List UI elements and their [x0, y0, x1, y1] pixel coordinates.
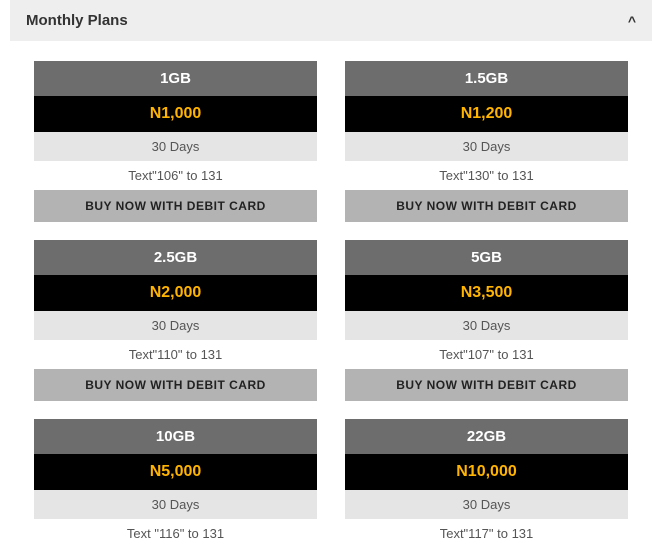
plan-sms-code: Text"107" to 131 — [345, 340, 628, 369]
plan-sms-code: Text"130" to 131 — [345, 161, 628, 190]
chevron-up-icon: ^ — [628, 13, 636, 29]
plan-size: 5GB — [345, 240, 628, 275]
plan-price: N2,000 — [34, 275, 317, 311]
plan-duration: 30 Days — [34, 490, 317, 519]
plan-card: 22GB N10,000 30 Days Text"117" to 131 — [345, 419, 628, 548]
plan-sms-code: Text"117" to 131 — [345, 519, 628, 548]
plan-size: 10GB — [34, 419, 317, 454]
plans-grid: 1GB N1,000 30 Days Text"106" to 131 BUY … — [10, 41, 652, 548]
plan-price: N5,000 — [34, 454, 317, 490]
plan-sms-code: Text "116" to 131 — [34, 519, 317, 548]
section-title: Monthly Plans — [26, 12, 128, 29]
plan-size: 1.5GB — [345, 61, 628, 96]
plan-size: 2.5GB — [34, 240, 317, 275]
plan-sms-code: Text"110" to 131 — [34, 340, 317, 369]
plan-price: N1,200 — [345, 96, 628, 132]
plan-price: N10,000 — [345, 454, 628, 490]
buy-now-button[interactable]: BUY NOW WITH DEBIT CARD — [345, 369, 628, 401]
plan-duration: 30 Days — [34, 132, 317, 161]
plan-duration: 30 Days — [34, 311, 317, 340]
plan-duration: 30 Days — [345, 311, 628, 340]
plan-size: 1GB — [34, 61, 317, 96]
plan-sms-code: Text"106" to 131 — [34, 161, 317, 190]
plan-duration: 30 Days — [345, 132, 628, 161]
plan-size: 22GB — [345, 419, 628, 454]
plan-card: 2.5GB N2,000 30 Days Text"110" to 131 BU… — [34, 240, 317, 401]
buy-now-button[interactable]: BUY NOW WITH DEBIT CARD — [34, 369, 317, 401]
accordion-header[interactable]: Monthly Plans ^ — [10, 0, 652, 41]
plan-price: N3,500 — [345, 275, 628, 311]
buy-now-button[interactable]: BUY NOW WITH DEBIT CARD — [34, 190, 317, 222]
plan-card: 1.5GB N1,200 30 Days Text"130" to 131 BU… — [345, 61, 628, 222]
plan-price: N1,000 — [34, 96, 317, 132]
plan-duration: 30 Days — [345, 490, 628, 519]
plan-card: 5GB N3,500 30 Days Text"107" to 131 BUY … — [345, 240, 628, 401]
buy-now-button[interactable]: BUY NOW WITH DEBIT CARD — [345, 190, 628, 222]
plan-card: 1GB N1,000 30 Days Text"106" to 131 BUY … — [34, 61, 317, 222]
plan-card: 10GB N5,000 30 Days Text "116" to 131 — [34, 419, 317, 548]
